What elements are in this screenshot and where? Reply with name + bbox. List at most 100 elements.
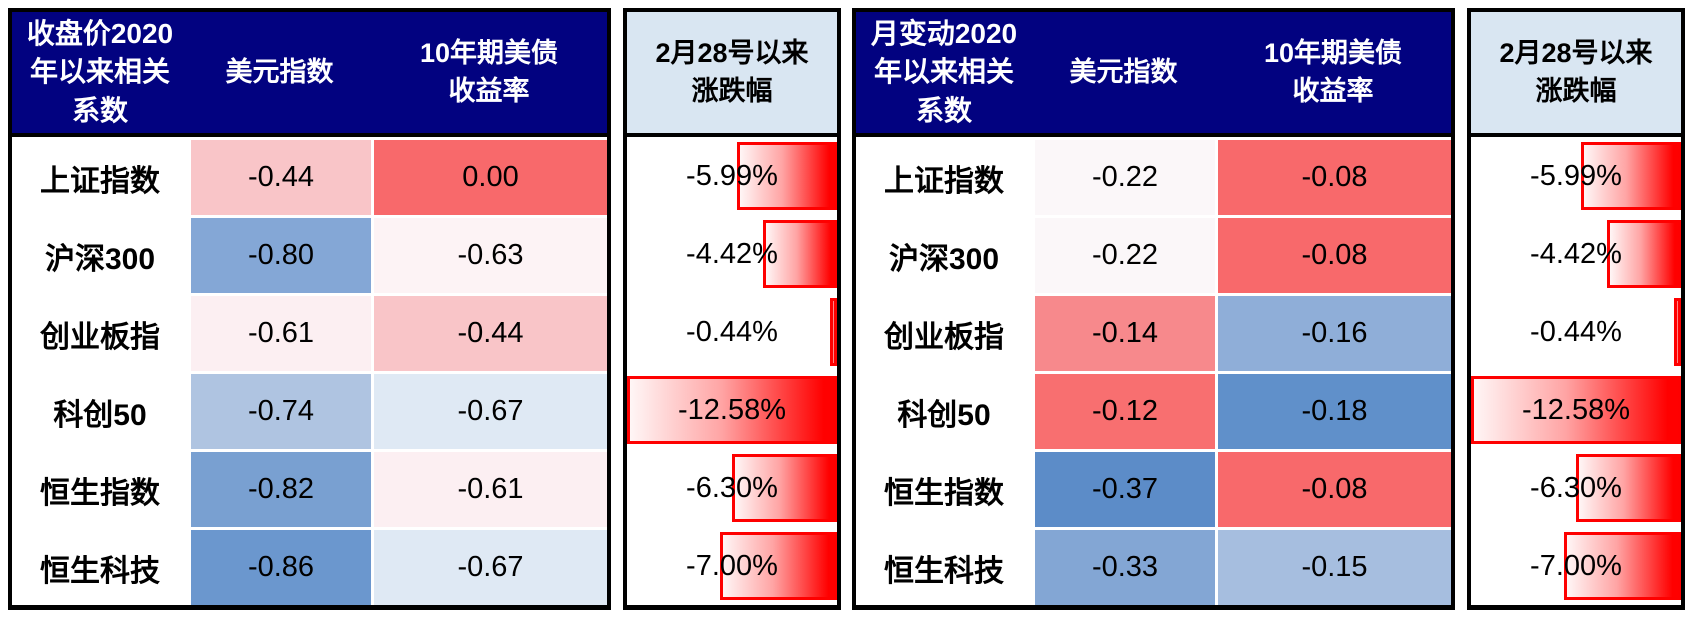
table-row: 沪深300 -0.80 -0.63: [12, 215, 607, 293]
usd-corr-cell: -0.22: [1032, 137, 1215, 215]
ust10y-corr-cell: 0.00: [371, 137, 607, 215]
usd-corr-cell: -0.37: [1032, 449, 1215, 527]
change-since-feb28-column: 2月28号以来 涨跌幅 -5.99% -4.42% -0.44% -12.58%…: [623, 8, 841, 610]
table-row: 恒生科技 -0.86 -0.67: [12, 527, 607, 605]
row-label: 恒生指数: [856, 449, 1032, 527]
bar-row: -6.30%: [627, 449, 837, 527]
table-row: 创业板指 -0.61 -0.44: [12, 293, 607, 371]
change-data-bar: [1581, 142, 1681, 210]
change-data-bar: [720, 532, 837, 600]
usd-corr-cell: -0.86: [188, 527, 371, 605]
row-label: 上证指数: [856, 137, 1032, 215]
table-row: 科创50 -0.12 -0.18: [856, 371, 1451, 449]
usd-corr-cell: -0.74: [188, 371, 371, 449]
table-row: 上证指数 -0.44 0.00: [12, 137, 607, 215]
change-since-feb28-column: 2月28号以来 涨跌幅 -5.99% -4.42% -0.44% -12.58%…: [1467, 8, 1685, 610]
col-header-usd-index: 美元指数: [225, 56, 334, 87]
col-header-ust10y-yield: 10年期美债 收益率: [1263, 38, 1403, 106]
change-value: -6.30%: [1530, 471, 1622, 504]
bar-row: -4.42%: [1471, 215, 1681, 293]
close-price-header-row: 收盘价2020 年以来相关 系数 美元指数 10年期美债 收益率: [12, 12, 607, 137]
change-data-bar: [1607, 220, 1681, 288]
bar-column-header: 2月28号以来 涨跌幅: [627, 12, 837, 137]
change-value: -12.58%: [1521, 393, 1630, 426]
row-label: 创业板指: [856, 293, 1032, 371]
ust10y-corr-cell: -0.08: [1215, 215, 1451, 293]
bar-row: -7.00%: [627, 527, 837, 605]
ust10y-corr-cell: -0.61: [371, 449, 607, 527]
monthly-change-main-table: 月变动2020 年以来相关 系数 美元指数 10年期美债 收益率 上证指数 -0…: [852, 8, 1455, 610]
table-row: 恒生指数 -0.82 -0.61: [12, 449, 607, 527]
change-value: -12.58%: [677, 393, 786, 426]
change-data-bar: [1564, 532, 1681, 600]
row-label: 恒生科技: [12, 527, 188, 605]
ust10y-corr-cell: -0.16: [1215, 293, 1451, 371]
usd-corr-cell: -0.22: [1032, 215, 1215, 293]
ust10y-corr-cell: -0.67: [371, 527, 607, 605]
row-label: 科创50: [856, 371, 1032, 449]
table-row: 恒生指数 -0.37 -0.08: [856, 449, 1451, 527]
ust10y-corr-cell: -0.63: [371, 215, 607, 293]
change-value: -0.44%: [686, 315, 778, 348]
usd-corr-cell: -0.33: [1032, 527, 1215, 605]
change-data-bar: [731, 454, 837, 522]
ust10y-corr-cell: -0.67: [371, 371, 607, 449]
ust10y-corr-cell: -0.44: [371, 293, 607, 371]
row-label: 恒生科技: [856, 527, 1032, 605]
bar-row: -4.42%: [627, 215, 837, 293]
col-header-ust10y-yield: 10年期美债 收益率: [419, 38, 559, 106]
bar-row: -5.99%: [627, 137, 837, 215]
change-value: -4.42%: [1530, 237, 1622, 270]
table-row: 沪深300 -0.22 -0.08: [856, 215, 1451, 293]
change-data-bar: [627, 376, 837, 444]
bar-row: -0.44%: [627, 293, 837, 371]
change-data-bar: [1673, 298, 1681, 366]
usd-corr-cell: -0.14: [1032, 293, 1215, 371]
close-price-table-group: 收盘价2020 年以来相关 系数 美元指数 10年期美债 收益率 上证指数 -0…: [8, 8, 841, 610]
change-value: -6.30%: [686, 471, 778, 504]
change-value: -5.99%: [686, 159, 778, 192]
bar-row: -12.58%: [627, 371, 837, 449]
row-label: 沪深300: [856, 215, 1032, 293]
change-value: -4.42%: [686, 237, 778, 270]
usd-corr-cell: -0.80: [188, 215, 371, 293]
change-data-bar: [737, 142, 837, 210]
ust10y-corr-cell: -0.08: [1215, 449, 1451, 527]
usd-corr-cell: -0.12: [1032, 371, 1215, 449]
table-row: 恒生科技 -0.33 -0.15: [856, 527, 1451, 605]
row-label: 上证指数: [12, 137, 188, 215]
bar-row: -0.44%: [1471, 293, 1681, 371]
corner-header: 收盘价2020 年以来相关 系数: [26, 17, 174, 126]
close-price-main-table: 收盘价2020 年以来相关 系数 美元指数 10年期美债 收益率 上证指数 -0…: [8, 8, 611, 610]
bar-row: -12.58%: [1471, 371, 1681, 449]
row-label: 科创50: [12, 371, 188, 449]
row-label: 创业板指: [12, 293, 188, 371]
table-row: 科创50 -0.74 -0.67: [12, 371, 607, 449]
usd-corr-cell: -0.44: [188, 137, 371, 215]
bar-column-header: 2月28号以来 涨跌幅: [1471, 12, 1681, 137]
bar-row: -5.99%: [1471, 137, 1681, 215]
col-header-usd-index: 美元指数: [1069, 56, 1178, 87]
change-data-bar: [1575, 454, 1681, 522]
change-data-bar: [829, 298, 837, 366]
table-row: 创业板指 -0.14 -0.16: [856, 293, 1451, 371]
bar-row: -7.00%: [1471, 527, 1681, 605]
bar-row: -6.30%: [1471, 449, 1681, 527]
row-label: 沪深300: [12, 215, 188, 293]
change-value: -5.99%: [1530, 159, 1622, 192]
ust10y-corr-cell: -0.15: [1215, 527, 1451, 605]
change-data-bar: [1471, 376, 1681, 444]
change-value: -7.00%: [686, 549, 778, 582]
monthly-change-table-group: 月变动2020 年以来相关 系数 美元指数 10年期美债 收益率 上证指数 -0…: [852, 8, 1685, 610]
ust10y-corr-cell: -0.08: [1215, 137, 1451, 215]
corner-header: 月变动2020 年以来相关 系数: [870, 17, 1018, 126]
table-row: 上证指数 -0.22 -0.08: [856, 137, 1451, 215]
row-label: 恒生指数: [12, 449, 188, 527]
monthly-change-header-row: 月变动2020 年以来相关 系数 美元指数 10年期美债 收益率: [856, 12, 1451, 137]
change-data-bar: [763, 220, 837, 288]
usd-corr-cell: -0.82: [188, 449, 371, 527]
change-value: -0.44%: [1530, 315, 1622, 348]
ust10y-corr-cell: -0.18: [1215, 371, 1451, 449]
change-value: -7.00%: [1530, 549, 1622, 582]
